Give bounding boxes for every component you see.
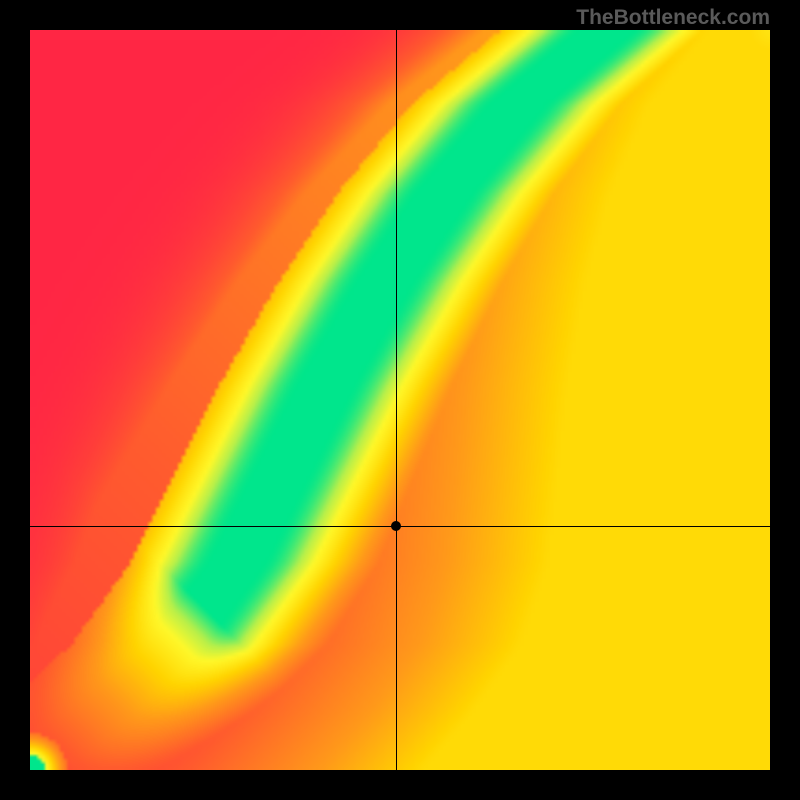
plot-area <box>30 30 770 770</box>
chart-container: TheBottleneck.com <box>0 0 800 800</box>
crosshair-marker <box>391 521 401 531</box>
crosshair-vertical <box>396 30 397 770</box>
heatmap-canvas <box>30 30 770 770</box>
watermark-text: TheBottleneck.com <box>576 6 770 30</box>
